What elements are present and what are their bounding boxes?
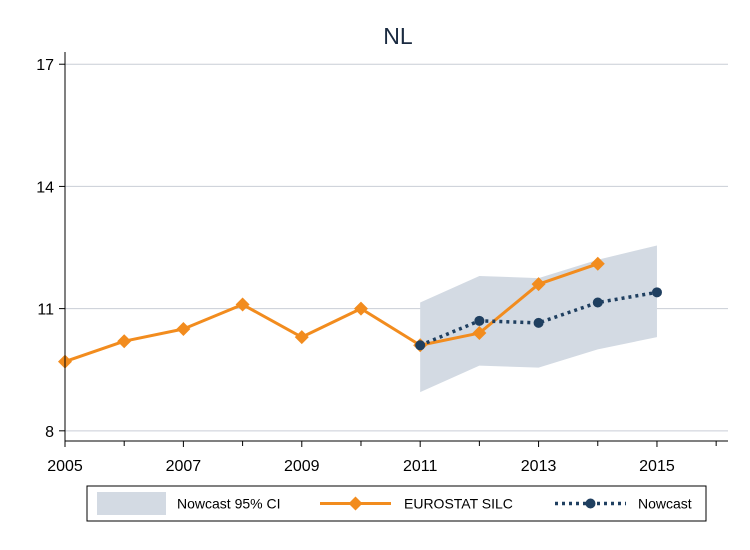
x-tick-label: 2007: [166, 458, 202, 475]
legend-key-band: [97, 492, 166, 515]
y-tick-label: 11: [37, 302, 54, 319]
eurostat-silc-point: [235, 297, 250, 312]
legend-key-marker: [585, 498, 596, 509]
eurostat-silc-point: [353, 301, 368, 316]
legend-label: Nowcast: [638, 496, 692, 512]
eurostat-silc-point: [531, 277, 546, 292]
legend-key-marker: [348, 496, 363, 511]
nowcast-point: [415, 340, 426, 351]
x-tick-label: 2005: [47, 458, 83, 475]
legend: Nowcast 95% CI EUROSTAT SILC Nowcast: [86, 485, 707, 522]
x-tick-label: 2015: [639, 458, 675, 475]
nowcast-point: [592, 297, 603, 308]
legend-label: Nowcast 95% CI: [177, 496, 280, 512]
y-tick-label: 14: [36, 179, 54, 196]
axes: 8 11 14 17 2005 2007 2009 2011 2013 2015: [36, 52, 728, 475]
y-tick-label: 8: [45, 424, 54, 441]
x-tick-label: 2009: [284, 458, 320, 475]
legend-box: [86, 485, 707, 522]
nowcast-point: [533, 317, 544, 328]
nowcast-line: [419, 290, 658, 347]
eurostat-silc-point: [294, 330, 309, 345]
eurostat-silc-point: [472, 326, 487, 341]
chart-title: NL: [383, 23, 413, 49]
grid: [65, 63, 728, 432]
eurostat-silc-line: [64, 262, 599, 363]
y-tick-label: 17: [36, 57, 54, 74]
eurostat-silc-point: [117, 334, 132, 349]
nowcast-point: [651, 287, 662, 298]
eurostat-silc-point: [176, 321, 191, 336]
series-layer: [58, 256, 662, 369]
legend-label: EUROSTAT SILC: [404, 496, 513, 512]
x-tick-label: 2011: [403, 458, 438, 475]
nowcast-point: [474, 315, 485, 326]
x-tick-label: 2013: [521, 458, 557, 475]
eurostat-silc-point: [590, 256, 605, 271]
